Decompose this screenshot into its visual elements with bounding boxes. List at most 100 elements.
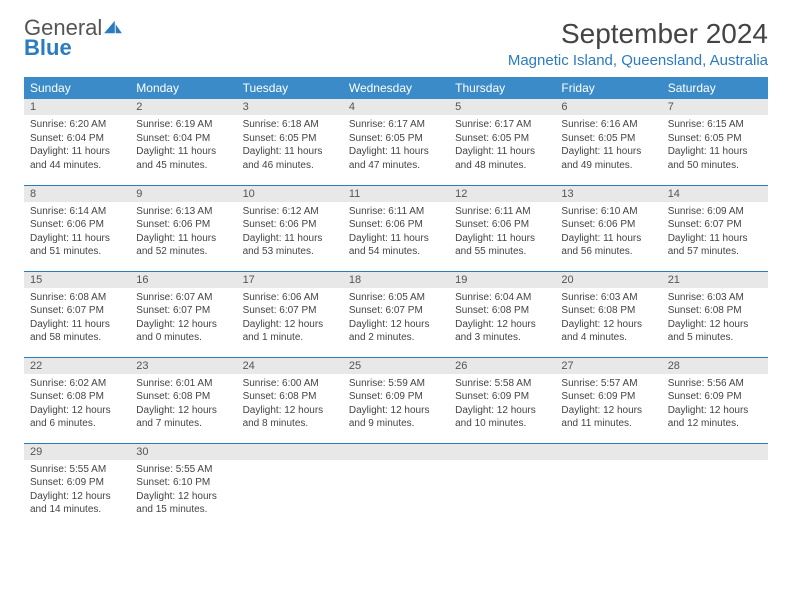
sail-icon [102,19,124,35]
day-number: 25 [343,358,449,374]
calendar-cell: 26Sunrise: 5:58 AMSunset: 6:09 PMDayligh… [449,357,555,443]
sunrise-text: Sunrise: 5:55 AM [30,463,124,477]
day-number: 24 [237,358,343,374]
calendar-cell [449,443,555,529]
day-details: Sunrise: 6:01 AMSunset: 6:08 PMDaylight:… [130,374,236,435]
logo: General Blue [24,18,124,58]
sunrise-text: Sunrise: 6:12 AM [243,205,337,219]
calendar-cell: 16Sunrise: 6:07 AMSunset: 6:07 PMDayligh… [130,271,236,357]
calendar-cell: 6Sunrise: 6:16 AMSunset: 6:05 PMDaylight… [555,99,661,185]
day-number: 7 [662,99,768,115]
day-details: Sunrise: 6:05 AMSunset: 6:07 PMDaylight:… [343,288,449,349]
day-details: Sunrise: 5:57 AMSunset: 6:09 PMDaylight:… [555,374,661,435]
daylight-text: Daylight: 12 hours and 1 minute. [243,318,337,345]
sunset-text: Sunset: 6:05 PM [455,132,549,146]
calendar-cell: 11Sunrise: 6:11 AMSunset: 6:06 PMDayligh… [343,185,449,271]
sunrise-text: Sunrise: 6:10 AM [561,205,655,219]
daylight-text: Daylight: 12 hours and 8 minutes. [243,404,337,431]
day-number: 5 [449,99,555,115]
calendar-cell: 18Sunrise: 6:05 AMSunset: 6:07 PMDayligh… [343,271,449,357]
calendar-cell: 1Sunrise: 6:20 AMSunset: 6:04 PMDaylight… [24,99,130,185]
logo-text: General Blue [24,18,124,58]
day-number: 11 [343,186,449,202]
sunset-text: Sunset: 6:06 PM [30,218,124,232]
day-number: 28 [662,358,768,374]
sunset-text: Sunset: 6:07 PM [136,304,230,318]
day-details: Sunrise: 6:10 AMSunset: 6:06 PMDaylight:… [555,202,661,263]
sunset-text: Sunset: 6:06 PM [136,218,230,232]
sunrise-text: Sunrise: 6:16 AM [561,118,655,132]
sunrise-text: Sunrise: 6:09 AM [668,205,762,219]
calendar-cell: 19Sunrise: 6:04 AMSunset: 6:08 PMDayligh… [449,271,555,357]
calendar-cell: 20Sunrise: 6:03 AMSunset: 6:08 PMDayligh… [555,271,661,357]
sunset-text: Sunset: 6:06 PM [455,218,549,232]
calendar-cell: 12Sunrise: 6:11 AMSunset: 6:06 PMDayligh… [449,185,555,271]
day-details: Sunrise: 6:14 AMSunset: 6:06 PMDaylight:… [24,202,130,263]
sunrise-text: Sunrise: 6:11 AM [349,205,443,219]
day-number: 18 [343,272,449,288]
calendar-cell: 25Sunrise: 5:59 AMSunset: 6:09 PMDayligh… [343,357,449,443]
day-details: Sunrise: 6:11 AMSunset: 6:06 PMDaylight:… [343,202,449,263]
day-details: Sunrise: 5:55 AMSunset: 6:10 PMDaylight:… [130,460,236,521]
month-title: September 2024 [508,18,768,50]
daylight-text: Daylight: 11 hours and 48 minutes. [455,145,549,172]
calendar-cell: 3Sunrise: 6:18 AMSunset: 6:05 PMDaylight… [237,99,343,185]
day-number: 16 [130,272,236,288]
calendar-cell [237,443,343,529]
day-number: 21 [662,272,768,288]
sunrise-text: Sunrise: 5:58 AM [455,377,549,391]
empty-day-header [449,444,555,460]
sunset-text: Sunset: 6:09 PM [30,476,124,490]
daylight-text: Daylight: 11 hours and 46 minutes. [243,145,337,172]
sunset-text: Sunset: 6:09 PM [668,390,762,404]
sunset-text: Sunset: 6:10 PM [136,476,230,490]
daylight-text: Daylight: 11 hours and 57 minutes. [668,232,762,259]
sunrise-text: Sunrise: 6:18 AM [243,118,337,132]
sunrise-text: Sunrise: 5:57 AM [561,377,655,391]
day-number: 9 [130,186,236,202]
day-number: 8 [24,186,130,202]
sunset-text: Sunset: 6:05 PM [668,132,762,146]
sunrise-text: Sunrise: 6:06 AM [243,291,337,305]
day-details: Sunrise: 5:56 AMSunset: 6:09 PMDaylight:… [662,374,768,435]
sunset-text: Sunset: 6:07 PM [243,304,337,318]
day-number: 20 [555,272,661,288]
day-details: Sunrise: 6:17 AMSunset: 6:05 PMDaylight:… [449,115,555,176]
day-details: Sunrise: 6:16 AMSunset: 6:05 PMDaylight:… [555,115,661,176]
day-details: Sunrise: 6:18 AMSunset: 6:05 PMDaylight:… [237,115,343,176]
calendar-cell: 27Sunrise: 5:57 AMSunset: 6:09 PMDayligh… [555,357,661,443]
weekday-header: Monday [130,77,236,99]
header: General Blue September 2024 Magnetic Isl… [24,18,768,69]
sunset-text: Sunset: 6:05 PM [243,132,337,146]
daylight-text: Daylight: 11 hours and 51 minutes. [30,232,124,259]
sunrise-text: Sunrise: 6:02 AM [30,377,124,391]
weekday-header: Sunday [24,77,130,99]
sunrise-text: Sunrise: 6:13 AM [136,205,230,219]
day-number: 27 [555,358,661,374]
calendar-cell: 17Sunrise: 6:06 AMSunset: 6:07 PMDayligh… [237,271,343,357]
day-details: Sunrise: 6:04 AMSunset: 6:08 PMDaylight:… [449,288,555,349]
daylight-text: Daylight: 12 hours and 3 minutes. [455,318,549,345]
sunrise-text: Sunrise: 6:01 AM [136,377,230,391]
day-number: 1 [24,99,130,115]
sunrise-text: Sunrise: 6:17 AM [455,118,549,132]
calendar-cell: 8Sunrise: 6:14 AMSunset: 6:06 PMDaylight… [24,185,130,271]
sunset-text: Sunset: 6:06 PM [561,218,655,232]
daylight-text: Daylight: 11 hours and 53 minutes. [243,232,337,259]
sunset-text: Sunset: 6:07 PM [349,304,443,318]
sunset-text: Sunset: 6:05 PM [561,132,655,146]
sunrise-text: Sunrise: 6:20 AM [30,118,124,132]
calendar-cell: 5Sunrise: 6:17 AMSunset: 6:05 PMDaylight… [449,99,555,185]
sunrise-text: Sunrise: 6:04 AM [455,291,549,305]
logo-word-2: Blue [24,35,72,60]
sunset-text: Sunset: 6:09 PM [561,390,655,404]
daylight-text: Daylight: 12 hours and 11 minutes. [561,404,655,431]
weekday-header: Saturday [662,77,768,99]
day-number: 4 [343,99,449,115]
daylight-text: Daylight: 12 hours and 6 minutes. [30,404,124,431]
sunset-text: Sunset: 6:08 PM [455,304,549,318]
calendar-cell: 29Sunrise: 5:55 AMSunset: 6:09 PMDayligh… [24,443,130,529]
day-details: Sunrise: 6:13 AMSunset: 6:06 PMDaylight:… [130,202,236,263]
day-number: 2 [130,99,236,115]
day-details: Sunrise: 6:17 AMSunset: 6:05 PMDaylight:… [343,115,449,176]
